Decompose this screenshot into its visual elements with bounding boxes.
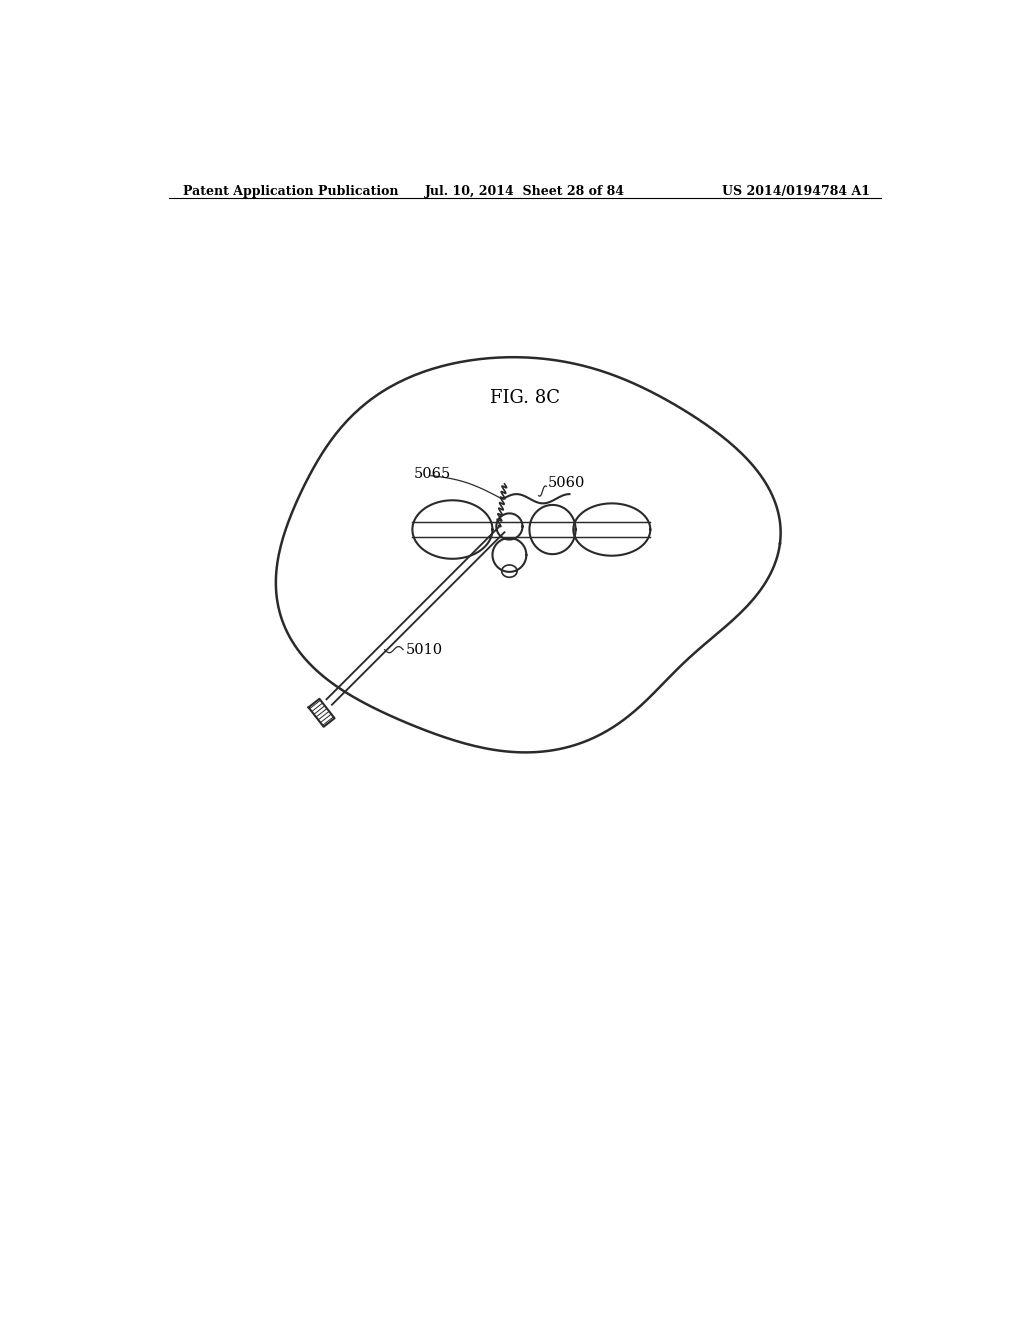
Text: 5060: 5060 [548,477,586,490]
Text: Jul. 10, 2014  Sheet 28 of 84: Jul. 10, 2014 Sheet 28 of 84 [425,185,625,198]
Text: FIG. 8C: FIG. 8C [489,389,560,408]
Text: 5065: 5065 [414,467,452,480]
Text: Patent Application Publication: Patent Application Publication [183,185,398,198]
Text: 5010: 5010 [407,643,443,656]
Text: US 2014/0194784 A1: US 2014/0194784 A1 [722,185,869,198]
